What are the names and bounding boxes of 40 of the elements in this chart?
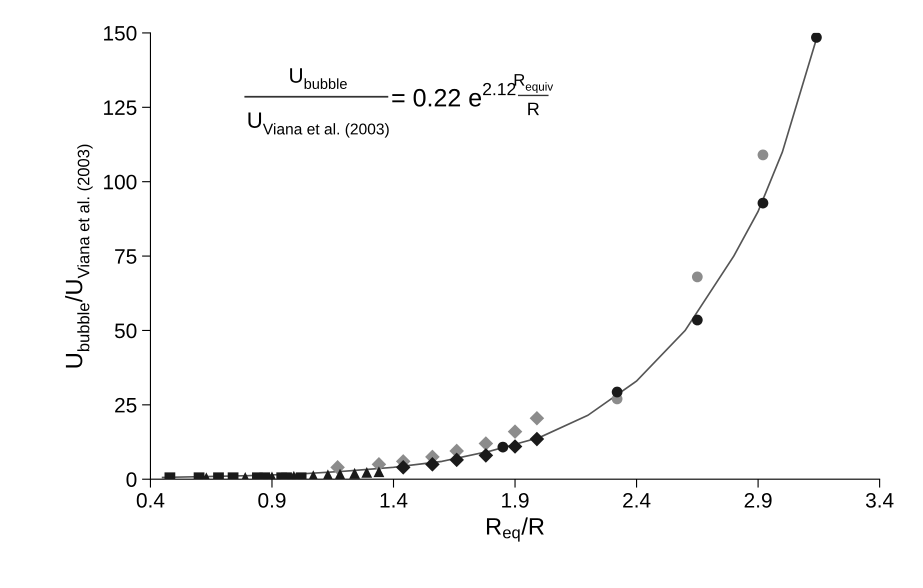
y-tick-label: 125 bbox=[104, 100, 136, 116]
point bbox=[508, 439, 522, 454]
point bbox=[758, 198, 768, 208]
y-tick-label: 25 bbox=[115, 398, 136, 413]
x-tick-label: 1.9 bbox=[502, 492, 529, 508]
point bbox=[361, 466, 372, 478]
point bbox=[449, 452, 464, 468]
point bbox=[612, 386, 622, 398]
y-tick-label: 150 bbox=[104, 26, 136, 41]
point bbox=[334, 468, 346, 480]
x-tick-label: 0.9 bbox=[258, 492, 286, 508]
x-axis-title: R$_{eq}$/R bbox=[486, 517, 544, 542]
point bbox=[692, 272, 703, 282]
x-tick-label: 2.9 bbox=[744, 492, 772, 508]
x-tick-label: 1.4 bbox=[380, 493, 408, 508]
annotation: R bbox=[528, 102, 539, 116]
point bbox=[692, 314, 703, 326]
point bbox=[530, 410, 544, 426]
point bbox=[425, 457, 440, 472]
y-tick-label: 100 bbox=[104, 174, 136, 190]
point bbox=[330, 460, 345, 475]
point bbox=[322, 469, 334, 480]
x-tick-label: 3.4 bbox=[866, 492, 894, 508]
point bbox=[498, 442, 508, 452]
point bbox=[530, 432, 544, 446]
point bbox=[758, 150, 768, 160]
point bbox=[508, 424, 522, 439]
y-axis-title: Ububble/UViana et al. (2003) bbox=[65, 144, 93, 368]
x-tick-label: 0.4 bbox=[136, 492, 164, 508]
y-tick-label: 0 bbox=[126, 472, 136, 487]
y-tick-label: 50 bbox=[114, 323, 136, 338]
point bbox=[349, 468, 360, 479]
point bbox=[396, 460, 411, 475]
point bbox=[478, 436, 494, 451]
point bbox=[374, 466, 384, 478]
y-tick-label: 75 bbox=[115, 249, 136, 264]
point bbox=[811, 32, 822, 43]
point bbox=[478, 448, 494, 463]
point bbox=[372, 457, 386, 472]
x-tick-label: 2.4 bbox=[623, 492, 650, 508]
